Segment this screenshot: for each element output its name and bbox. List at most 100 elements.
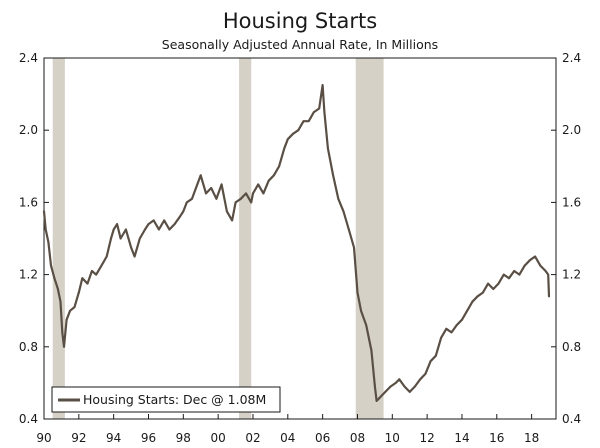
data-point: [292, 132, 294, 135]
data-point: [199, 174, 202, 177]
data-point: [353, 246, 355, 249]
data-point: [318, 107, 321, 110]
data-point: [321, 84, 324, 86]
data-point: [231, 219, 233, 222]
data-point: [196, 183, 199, 186]
data-point: [47, 241, 50, 244]
data-point: [307, 120, 310, 123]
data-point: [360, 309, 362, 312]
data-point: [419, 378, 422, 381]
data-point: [492, 288, 495, 290]
data-point: [124, 228, 127, 231]
data-point: [544, 270, 547, 272]
data-point: [257, 183, 260, 186]
data-point: [539, 264, 542, 267]
data-point: [528, 259, 531, 262]
y-tick-label-right: 2.0: [562, 123, 581, 137]
data-point: [130, 246, 132, 249]
y-tick-label-left: 2.0: [19, 123, 38, 137]
data-point: [86, 282, 89, 285]
data-point: [434, 354, 437, 357]
x-tick-label: 04: [280, 431, 295, 445]
data-point: [138, 237, 141, 240]
data-point: [220, 183, 223, 186]
data-point: [90, 270, 93, 272]
data-point: [50, 264, 52, 267]
data-point: [173, 223, 176, 225]
data-point: [403, 385, 406, 388]
data-point: [185, 201, 188, 204]
data-point: [250, 201, 253, 204]
data-point: [356, 291, 359, 294]
x-tick-label: 96: [141, 431, 156, 445]
data-point: [548, 295, 550, 298]
x-tick-label: 02: [245, 431, 260, 445]
data-point: [332, 174, 334, 177]
data-point: [461, 318, 463, 321]
plot-frame: [43, 57, 557, 420]
y-tick-label-right: 1.6: [562, 195, 581, 209]
data-point: [225, 210, 228, 213]
y-tick-label-left: 0.8: [19, 340, 38, 354]
data-point: [373, 385, 376, 388]
data-point: [440, 336, 442, 339]
legend: Housing Starts: Dec @ 1.08M: [51, 386, 281, 413]
chart-title: Housing Starts: [223, 9, 377, 33]
data-point: [379, 396, 382, 399]
data-point: [81, 277, 84, 280]
x-tick-label: 00: [211, 431, 226, 445]
x-tick-label: 94: [106, 431, 121, 445]
chart-subtitle: Seasonally Adjusted Annual Rate, In Mill…: [162, 37, 438, 52]
data-point: [518, 273, 521, 276]
x-tick-label: 10: [385, 431, 400, 445]
y-tick-label-right: 2.4: [562, 51, 581, 65]
data-point: [481, 291, 484, 294]
data-point: [408, 391, 411, 393]
data-point: [44, 228, 47, 231]
data-point: [116, 223, 119, 225]
series-layer: [42, 83, 551, 402]
y-tick-label-left: 0.4: [19, 412, 38, 426]
data-point: [95, 273, 98, 276]
data-point: [133, 255, 136, 258]
data-point: [384, 391, 387, 393]
data-point: [389, 385, 392, 388]
tick-labels: 0.4 0.4 0.8 0.8 1.2 1.2 1.6 1.6 2.0 2.0 2.4 2.4 90 92…: [19, 51, 581, 445]
data-point: [497, 282, 500, 285]
data-point: [534, 255, 537, 258]
x-tick-label: 92: [71, 431, 86, 445]
y-tick-label-right: 0.8: [562, 340, 581, 354]
data-point: [168, 228, 171, 231]
y-tick-label-left: 1.6: [19, 195, 38, 209]
y-tick-label-right: 0.4: [562, 412, 581, 426]
data-point: [57, 288, 59, 290]
data-point: [43, 210, 45, 213]
x-tick-label: 90: [36, 431, 51, 445]
x-tick-label: 08: [350, 431, 365, 445]
x-tick-label: 14: [454, 431, 469, 445]
data-point: [191, 197, 193, 200]
data-point: [252, 192, 254, 195]
data-point: [234, 201, 237, 204]
data-point: [158, 228, 160, 231]
recession-bands: [52, 58, 384, 419]
data-point: [365, 324, 368, 327]
data-point: [523, 264, 526, 267]
x-tick-label: 06: [315, 431, 330, 445]
data-point: [297, 129, 300, 132]
data-point: [508, 277, 510, 280]
data-point: [375, 400, 378, 402]
data-point: [105, 255, 108, 258]
data-point: [182, 210, 185, 213]
recession-band-3: [355, 58, 384, 419]
data-point: [547, 273, 550, 276]
data-point: [239, 197, 242, 200]
data-point: [414, 385, 416, 388]
data-point: [267, 179, 270, 182]
data-point: [144, 228, 146, 231]
data-point: [152, 219, 155, 222]
data-point: [245, 192, 247, 195]
data-point: [215, 197, 218, 200]
data-point: [445, 327, 448, 330]
